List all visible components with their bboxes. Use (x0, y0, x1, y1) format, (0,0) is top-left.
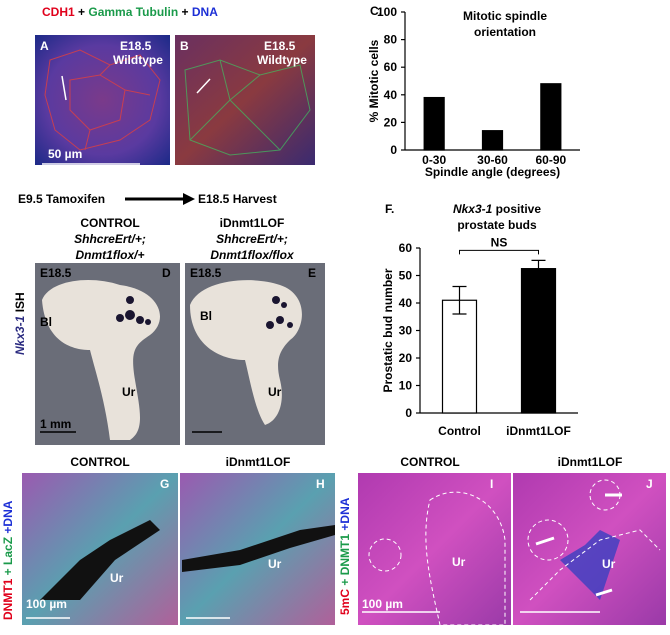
region-label: Ur (602, 557, 616, 571)
stage: E18.5 (190, 266, 222, 280)
timeline-end: E18.5 Harvest (198, 192, 277, 206)
x-axis-label: Spindle angle (degrees) (425, 165, 560, 179)
group-name: CONTROL (80, 216, 139, 230)
x-tick-label: iDnmt1LOF (506, 424, 571, 438)
panels-g-h: CONTROL iDnmt1LOF DNMT1 + LacZ +DNA G H … (1, 455, 335, 625)
stage: E18.5 (120, 39, 152, 53)
x-tick-label: Control (438, 424, 481, 438)
chart-title: prostate buds (457, 218, 537, 232)
error-bar (531, 259, 546, 278)
x-tick-label: 30-60 (477, 153, 508, 167)
scale-label: 100 µm (362, 597, 403, 611)
scale-label: 100 µm (26, 597, 67, 611)
stage: E18.5 (264, 39, 296, 53)
y-axis-label: Prostatic bud number (381, 268, 395, 392)
y-tick-label: 60 (384, 60, 398, 74)
y-tick-label: 0 (405, 406, 412, 420)
y-tick-label: 50 (399, 269, 413, 283)
ish-label: Nkx3-1 ISH (13, 292, 27, 355)
error-bar (452, 285, 467, 315)
panel-letter: A (40, 39, 49, 53)
genotype: ShhcreErt/+; (216, 232, 288, 246)
title-rest: positive (496, 202, 542, 216)
chart: Nkx3-1 positive prostate buds Prostatic bu… (381, 202, 578, 438)
region-label: Ur (452, 555, 466, 569)
y-tick-label: 20 (384, 115, 398, 129)
bar (540, 83, 562, 151)
panel-letter: D (162, 266, 171, 280)
panel-a: A E18.5 Wildtype 50 µm (35, 35, 170, 165)
annotation: NS (491, 235, 508, 249)
panel-letter: J (646, 477, 653, 491)
y-tick-label: 40 (399, 296, 413, 310)
region-label: Bl (40, 315, 52, 329)
group-name: iDnmt1LOF (220, 216, 285, 230)
region-label: Ur (268, 385, 282, 399)
charts: Mitotic spindle orientation % Mitotic cell… (367, 4, 580, 438)
column-title: iDnmt1LOF (226, 455, 291, 469)
stain-label: DNMT1 + LacZ +DNA (1, 500, 15, 620)
panel-b: B E18.5 Wildtype (175, 35, 315, 165)
region-label: Ur (268, 557, 282, 571)
chart: Mitotic spindle orientation % Mitotic cell… (367, 5, 580, 179)
header-text: CDH1 + Gamma Tubulin + DNA (42, 5, 218, 19)
region-label: Ur (122, 385, 136, 399)
panel-letter: G (160, 477, 169, 491)
y-tick-label: 10 (399, 379, 413, 393)
y-tick-label: 100 (377, 5, 397, 19)
column-title: CONTROL (70, 455, 129, 469)
panel-letter: H (316, 477, 325, 491)
panels-i-j: CONTROL iDnmt1LOF 5mC + DNMT1 +DNA I J U… (338, 455, 666, 626)
stain-label: 5mC + DNMT1 +DNA (338, 497, 352, 615)
bar (520, 268, 557, 414)
y-axis-label: % Mitotic cells (367, 39, 381, 122)
region-label: Ur (110, 571, 124, 585)
bar (441, 299, 478, 414)
y-tick-label: 40 (384, 88, 398, 102)
region-label: Bl (200, 309, 212, 323)
bar (423, 96, 445, 151)
y-tick-label: 60 (399, 241, 413, 255)
y-tick-label: 80 (384, 33, 398, 47)
scale-label: 1 mm (40, 417, 71, 431)
panel-letter: B (180, 39, 189, 53)
x-tick-label: 60-90 (535, 153, 566, 167)
chart-title: orientation (474, 25, 536, 39)
panel-letter: E (308, 266, 316, 280)
genotype: Wildtype (113, 53, 163, 67)
column-title: CONTROL (400, 455, 459, 469)
y-tick-label: 20 (399, 351, 413, 365)
column-title: iDnmt1LOF (558, 455, 623, 469)
genotype: Dnmt1flox/flox (210, 248, 295, 262)
stage: E18.5 (40, 266, 72, 280)
y-tick-label: 30 (399, 324, 413, 338)
timeline: E9.5 Tamoxifen E18.5 Harvest CONTROL Shh… (13, 192, 295, 355)
panel-d: E18.5 D Bl Ur 1 mm (35, 263, 180, 445)
x-tick-label: 0-30 (422, 153, 446, 167)
micrograph (35, 35, 170, 165)
chart-title: Mitotic spindle (463, 9, 547, 23)
bar (481, 130, 504, 151)
chart-title: Nkx3-1 positive (453, 202, 541, 216)
micrograph (358, 473, 511, 625)
y-tick-label: 0 (390, 143, 397, 157)
scale-label: 50 µm (48, 147, 82, 161)
significance-bracket (459, 249, 539, 255)
title-gene: Nkx3-1 (453, 202, 493, 216)
header: CDH1 + Gamma Tubulin + DNA (42, 5, 218, 19)
panel-letter: I (490, 477, 493, 491)
genotype: ShhcreErt/+; (74, 232, 146, 246)
panel-e: E18.5 E Bl Ur (185, 263, 325, 445)
genotype: Dnmt1flox/+ (75, 248, 144, 262)
genotype: Wildtype (257, 53, 307, 67)
timeline-start: E9.5 Tamoxifen (18, 192, 105, 206)
panel-letter: F. (385, 202, 394, 216)
panel-letter: C. (370, 4, 382, 18)
